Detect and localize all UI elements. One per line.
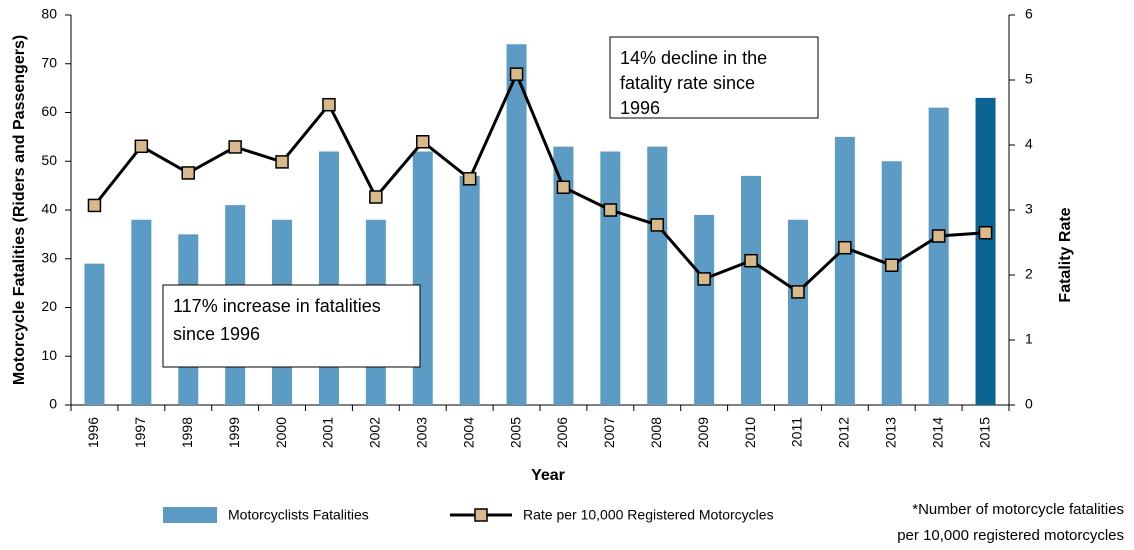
y2-axis-title: Fatality Rate (1057, 207, 1074, 302)
x-tick-label: 2012 (836, 417, 852, 448)
x-tick-label: 2008 (648, 417, 664, 448)
x-tick-label: 2002 (367, 417, 383, 448)
x-tick-label: 2001 (320, 417, 336, 448)
x-tick-label: 2014 (929, 417, 945, 448)
y-tick-label: 40 (41, 201, 57, 217)
annotation-text: fatality rate since (620, 73, 755, 93)
rate-marker (838, 240, 852, 255)
bar (647, 146, 668, 405)
bar (506, 44, 527, 405)
rate-marker (87, 198, 102, 213)
bar (459, 175, 480, 405)
y-axis-title: Motorcycle Fatalities (Riders and Passen… (11, 35, 28, 385)
y-tick-label: 70 (41, 54, 57, 70)
y2-tick-label: 0 (1025, 396, 1033, 412)
x-tick-label: 1998 (179, 417, 195, 448)
annotation-text: 14% decline in the (620, 48, 767, 68)
x-tick-label: 2003 (413, 417, 429, 448)
rate-marker (885, 258, 899, 272)
y-tick-label: 80 (41, 6, 57, 22)
annotation-box (162, 284, 421, 368)
bar (975, 97, 996, 405)
bar (84, 263, 105, 405)
rate-marker (697, 272, 711, 286)
rate-marker (931, 229, 946, 243)
legend-swatch (163, 507, 217, 523)
x-tick-label: 1996 (85, 417, 101, 448)
legend-label: Rate per 10,000 Registered Motorcycles (523, 507, 774, 523)
bar (787, 219, 808, 405)
x-tick-label: 2015 (976, 417, 992, 448)
y-tick-label: 20 (41, 298, 57, 314)
y-tick-label: 0 (49, 396, 57, 412)
rate-marker (228, 140, 242, 154)
rate-marker (603, 203, 618, 217)
rate-marker (416, 135, 430, 149)
annotation-box (609, 36, 819, 119)
rate-line (93, 70, 986, 294)
bar (553, 146, 574, 405)
x-tick-label: 2000 (273, 417, 289, 448)
bar (881, 161, 902, 405)
bar (694, 214, 715, 405)
rate-marker (650, 218, 664, 232)
bar (928, 107, 949, 405)
annotation-text: 117% increase in fatalities (173, 296, 381, 316)
annotation-text: 1996 (620, 98, 660, 118)
y2-tick-label: 4 (1025, 136, 1033, 152)
y2-tick-label: 3 (1025, 201, 1033, 217)
y2-tick-label: 5 (1025, 71, 1033, 87)
legend-marker (474, 508, 488, 522)
y2-tick-label: 2 (1025, 266, 1033, 282)
x-tick-label: 1999 (226, 417, 242, 448)
bar (741, 175, 762, 405)
y2-tick-label: 6 (1025, 6, 1033, 22)
bar (834, 136, 855, 405)
x-axis-title: Year (531, 467, 565, 484)
rate-marker (462, 172, 477, 186)
bar (131, 219, 152, 405)
footnote: *Number of motorcycle fatalities (912, 501, 1124, 518)
rate-marker (322, 97, 336, 112)
legend-label: Motorcyclists Fatalities (228, 507, 369, 523)
bar (600, 151, 621, 405)
x-tick-label: 2004 (460, 417, 476, 448)
rate-marker (978, 226, 993, 240)
rate-marker (744, 253, 758, 268)
x-tick-label: 2013 (882, 417, 898, 448)
y-tick-label: 30 (41, 249, 57, 265)
y2-tick-label: 1 (1025, 331, 1033, 347)
rate-marker (134, 139, 149, 154)
x-tick-label: 2007 (601, 417, 617, 448)
footnote: per 10,000 registered motorcycles (897, 527, 1124, 544)
rate-marker (275, 155, 289, 169)
rate-marker (556, 180, 571, 194)
y-tick-label: 50 (41, 152, 57, 168)
y-tick-label: 60 (41, 103, 57, 119)
x-tick-label: 1997 (132, 417, 148, 448)
rate-marker (181, 166, 195, 180)
x-tick-label: 2011 (789, 417, 805, 447)
x-tick-label: 2010 (742, 417, 758, 448)
x-tick-label: 2005 (507, 417, 523, 448)
rate-marker (791, 285, 805, 299)
rate-marker (369, 190, 383, 204)
y-tick-label: 10 (41, 347, 57, 363)
annotation-text: since 1996 (173, 324, 260, 344)
rate-marker (509, 67, 524, 81)
x-tick-label: 2009 (695, 417, 711, 448)
x-tick-label: 2006 (554, 417, 570, 448)
